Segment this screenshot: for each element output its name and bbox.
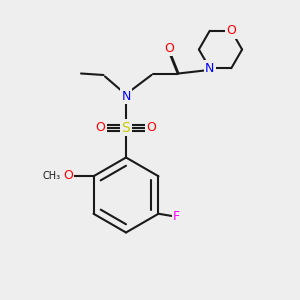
Text: N: N [121, 89, 131, 103]
Text: O: O [63, 169, 73, 182]
Text: O: O [96, 121, 105, 134]
Text: F: F [173, 210, 180, 223]
Text: S: S [122, 121, 130, 134]
Text: O: O [147, 121, 156, 134]
Text: N: N [205, 62, 214, 75]
Text: CH₃: CH₃ [43, 171, 61, 181]
Text: O: O [226, 24, 236, 37]
Text: O: O [165, 41, 174, 55]
